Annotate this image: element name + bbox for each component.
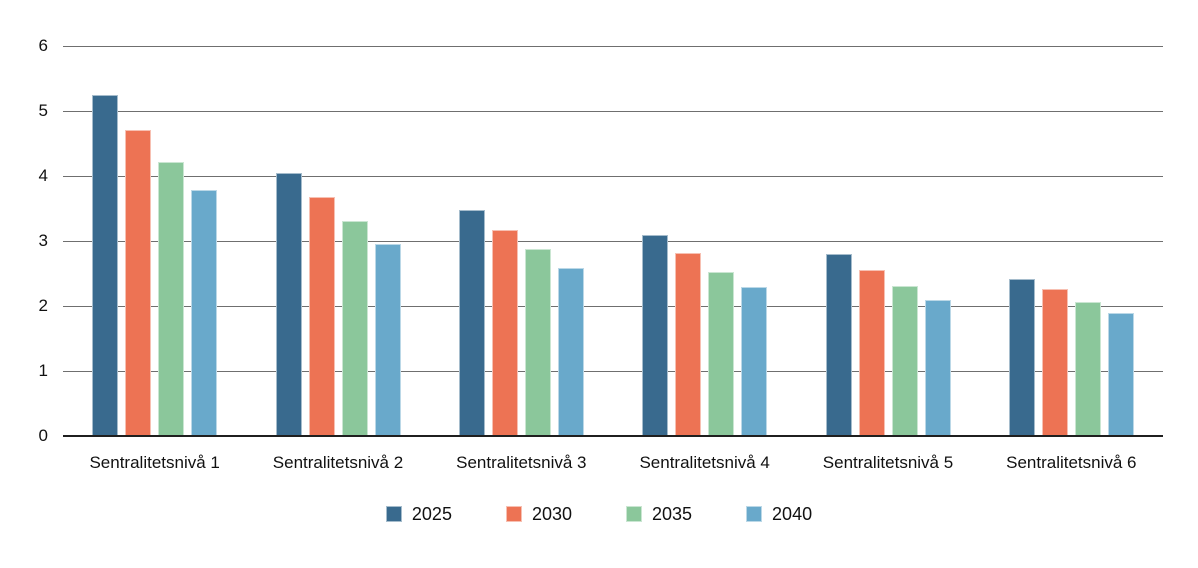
- bar-2025-group5: [825, 254, 852, 436]
- bar-2040-group5: [924, 300, 951, 436]
- legend-label-2025: 2025: [411, 504, 452, 524]
- x-category-label-4: Sentralitetsnivå 4: [639, 453, 770, 472]
- bar-2035-group6: [1074, 302, 1101, 436]
- bar-2030-group2: [308, 197, 335, 436]
- legend-swatch-2035: [626, 506, 642, 522]
- legend-item-2040: 2040: [746, 504, 812, 524]
- bar-2030-group4: [675, 253, 702, 436]
- bar-2030-group5: [858, 270, 885, 436]
- x-category-label-6: Sentralitetsnivå 6: [1006, 453, 1137, 472]
- gridline-5: [63, 110, 1163, 112]
- bar-2030-group6: [1041, 289, 1068, 436]
- x-category-label-5: Sentralitetsnivå 5: [822, 453, 954, 472]
- bar-2035-group4: [708, 272, 735, 436]
- gridline-3: [63, 240, 1163, 242]
- y-tick-label-4: 4: [38, 166, 48, 185]
- bar-2035-group5: [891, 286, 918, 436]
- bar-2040-group6: [1107, 313, 1134, 436]
- bar-2025-group1: [92, 95, 119, 436]
- bar-2040-group1: [191, 190, 218, 436]
- legend-label-2030: 2030: [531, 504, 572, 524]
- bar-2025-group3: [458, 210, 485, 436]
- y-tick-label-6: 6: [38, 36, 48, 55]
- x-category-label-2: Sentralitetsnivå 2: [272, 453, 404, 472]
- y-tick-label-1: 1: [38, 361, 48, 380]
- y-tick-label-3: 3: [38, 231, 48, 250]
- legend-item-2030: 2030: [505, 504, 572, 524]
- bar-2040-group3: [557, 268, 584, 436]
- legend-swatch-2040: [746, 506, 763, 522]
- bar-2030-group1: [125, 130, 152, 436]
- gridline-2: [63, 305, 1163, 307]
- gridline-6: [63, 45, 1163, 47]
- y-tick-label-0: 0: [38, 426, 48, 445]
- chart-legend: 2025 2030 2035 2040: [0, 504, 1198, 524]
- x-category-label-3: Sentralitetsnivå 3: [456, 453, 587, 472]
- legend-label-2035: 2035: [652, 504, 693, 524]
- x-category-label-1: Sentralitetsnivå 1: [89, 453, 220, 472]
- bar-2035-group2: [341, 221, 368, 436]
- gridline-1: [63, 370, 1163, 372]
- bar-2035-group1: [158, 162, 185, 436]
- y-tick-label-2: 2: [38, 296, 48, 315]
- legend-item-2035: 2035: [626, 504, 692, 524]
- legend-item-2025: 2025: [385, 504, 452, 524]
- x-axis-line: [63, 435, 1163, 437]
- gridline-4: [63, 175, 1163, 177]
- y-tick-label-5: 5: [38, 101, 48, 120]
- bar-2035-group3: [524, 249, 551, 436]
- legend-label-2040: 2040: [772, 504, 813, 524]
- bar-2040-group2: [374, 244, 401, 436]
- bar-2025-group4: [642, 235, 669, 436]
- legend-swatch-2030: [505, 506, 522, 522]
- legend-swatch-2025: [385, 506, 402, 522]
- bar-2040-group4: [741, 287, 768, 436]
- bar-2025-group6: [1008, 279, 1035, 436]
- bar-2030-group3: [491, 230, 518, 436]
- bar-2025-group2: [275, 173, 302, 436]
